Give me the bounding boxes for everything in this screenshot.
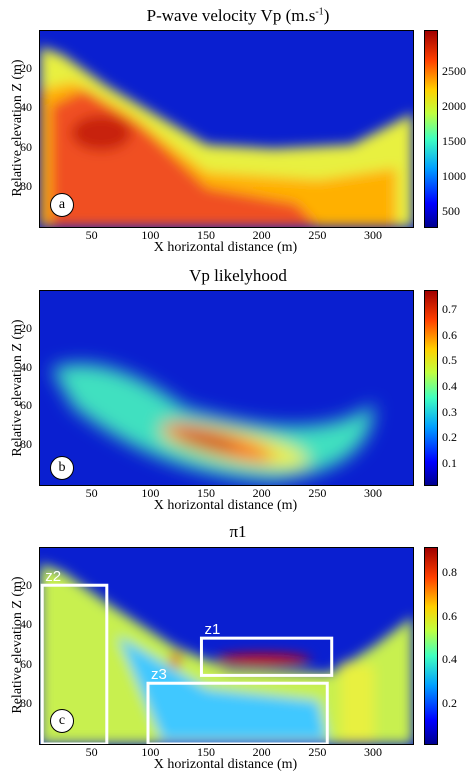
y-tick-label: 80 bbox=[20, 695, 32, 710]
chart-b-title: Vp likelyhood bbox=[189, 266, 287, 285]
heatmap-svg bbox=[51, 363, 375, 482]
colorbar-tick-label: 0.7 bbox=[442, 302, 457, 317]
heatmap-svg bbox=[40, 46, 413, 227]
y-tick-label: 40 bbox=[20, 617, 32, 632]
x-tick-label: 150 bbox=[197, 486, 215, 500]
x-tick-label: 300 bbox=[364, 745, 383, 759]
chart-b-plot-area bbox=[39, 290, 414, 486]
y-tick-label: 60 bbox=[20, 139, 32, 154]
colorbar-tick-label: 0.4 bbox=[442, 652, 457, 667]
x-tick-label: 250 bbox=[308, 228, 327, 242]
colorbar-tick-label: 2500 bbox=[442, 64, 466, 78]
x-tick-label: 50 bbox=[85, 228, 98, 242]
x-tick-label: 200 bbox=[252, 745, 271, 759]
x-tick-label: 150 bbox=[197, 745, 215, 759]
colorbar-tick-label: 0.3 bbox=[442, 404, 457, 419]
x-tick-label: 200 bbox=[252, 228, 271, 242]
chart-a-xlabel: X horizontal distance (m) bbox=[153, 240, 298, 255]
chart-a-title: P-wave velocity Vp (m.s-1) bbox=[146, 6, 330, 25]
y-tick-label: 80 bbox=[20, 178, 32, 193]
colorbar-tick-label: 0.5 bbox=[442, 353, 457, 368]
zone-label-z2: z2 bbox=[45, 568, 61, 585]
x-tick-label: 300 bbox=[364, 486, 383, 500]
colorbar-tick-label: 0.2 bbox=[442, 430, 457, 445]
chart-c-xlabel: X horizontal distance (m) bbox=[153, 757, 298, 772]
chart-c-colorbar bbox=[424, 547, 438, 745]
x-tick-label: 250 bbox=[308, 745, 327, 759]
colorbar-tick-label: 0.6 bbox=[442, 327, 457, 342]
y-tick-label: 40 bbox=[20, 100, 32, 115]
chart-b-xlabel: X horizontal distance (m) bbox=[153, 498, 298, 513]
x-tick-label: 50 bbox=[85, 745, 98, 759]
x-tick-label: 100 bbox=[141, 486, 160, 500]
colorbar-tick-label: 0.6 bbox=[442, 608, 457, 623]
chart-b-colorbar bbox=[424, 290, 438, 486]
chart-c-title: π1 bbox=[229, 522, 247, 541]
y-tick-label: 20 bbox=[20, 578, 32, 593]
y-tick-label: 80 bbox=[20, 437, 32, 452]
x-tick-label: 50 bbox=[85, 486, 98, 500]
x-tick-label: 250 bbox=[308, 486, 327, 500]
colorbar-tick-label: 0.2 bbox=[442, 695, 457, 710]
x-tick-label: 150 bbox=[197, 228, 215, 242]
colorbar-tick-label: 1500 bbox=[442, 134, 466, 148]
colorbar-tick-label: 2000 bbox=[442, 99, 466, 113]
colorbar-tick-label: 0.1 bbox=[442, 455, 457, 470]
zone-label-z3: z3 bbox=[151, 666, 167, 683]
colorbar-tick-label: 0.8 bbox=[442, 565, 457, 580]
y-tick-label: 20 bbox=[20, 61, 32, 76]
colorbar-tick-label: 1000 bbox=[442, 169, 466, 183]
y-tick-label: 40 bbox=[20, 359, 32, 374]
chart-a-panel-label: a bbox=[50, 193, 74, 217]
chart-b-panel-label: b bbox=[50, 456, 74, 480]
x-tick-label: 200 bbox=[252, 486, 271, 500]
zone-label-z1: z1 bbox=[204, 621, 220, 638]
x-tick-label: 100 bbox=[141, 228, 160, 242]
colorbar-tick-label: 0.4 bbox=[442, 379, 457, 393]
x-tick-label: 100 bbox=[141, 745, 160, 759]
zone-z3 bbox=[146, 681, 329, 744]
chart-a-colorbar bbox=[424, 30, 438, 228]
x-tick-label: 300 bbox=[364, 228, 383, 242]
y-tick-label: 20 bbox=[20, 320, 32, 335]
y-tick-label: 60 bbox=[20, 656, 32, 671]
zone-z1 bbox=[199, 636, 334, 677]
colorbar-tick-label: 500 bbox=[442, 204, 460, 218]
y-tick-label: 60 bbox=[20, 398, 32, 413]
heatmap-svg: z1 z2 z3 bbox=[40, 563, 413, 744]
chart-a-plot-area bbox=[39, 30, 414, 228]
chart-c-panel-label: c bbox=[50, 709, 74, 733]
chart-c-plot-area: z1 z2 z3 bbox=[39, 547, 414, 745]
